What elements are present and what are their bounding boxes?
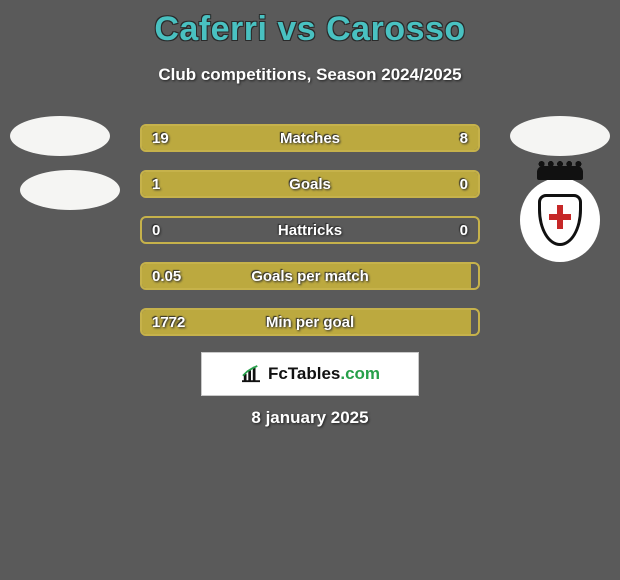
page-title: Caferri vs Carosso [0, 0, 620, 49]
snapshot-date: 8 january 2025 [0, 408, 620, 428]
stat-left-value: 1 [152, 172, 160, 196]
watermark-suffix: .com [340, 364, 380, 383]
stat-label: Hattricks [142, 218, 478, 242]
player-right-badge-1 [510, 116, 610, 156]
stat-left-fill [142, 172, 404, 196]
player-left-badge-2 [20, 170, 120, 210]
stat-left-fill [142, 264, 471, 288]
stat-row: 1772 Min per goal [140, 308, 480, 336]
subtitle: Club competitions, Season 2024/2025 [0, 65, 620, 85]
watermark: FcTables.com [201, 352, 419, 396]
stat-left-fill [142, 310, 471, 334]
stat-left-value: 0.05 [152, 264, 181, 288]
watermark-text: FcTables.com [268, 364, 380, 384]
stat-row: 19 Matches 8 [140, 124, 480, 152]
watermark-prefix: FcTables [268, 364, 340, 383]
stat-row: 0 Hattricks 0 [140, 216, 480, 244]
stat-row: 1 Goals 0 [140, 170, 480, 198]
stat-left-fill [142, 126, 370, 150]
bar-chart-icon [240, 365, 262, 383]
stat-left-value: 19 [152, 126, 169, 150]
club-crest-icon [520, 178, 600, 262]
stat-left-value: 0 [152, 218, 160, 242]
stat-row: 0.05 Goals per match [140, 262, 480, 290]
stat-right-value: 0 [460, 172, 468, 196]
player-left-badge-1 [10, 116, 110, 156]
stat-right-value: 0 [460, 218, 468, 242]
stat-left-value: 1772 [152, 310, 185, 334]
stat-right-value: 8 [460, 126, 468, 150]
stats-bars: 19 Matches 8 1 Goals 0 0 Hattricks 0 0.0… [140, 124, 480, 354]
